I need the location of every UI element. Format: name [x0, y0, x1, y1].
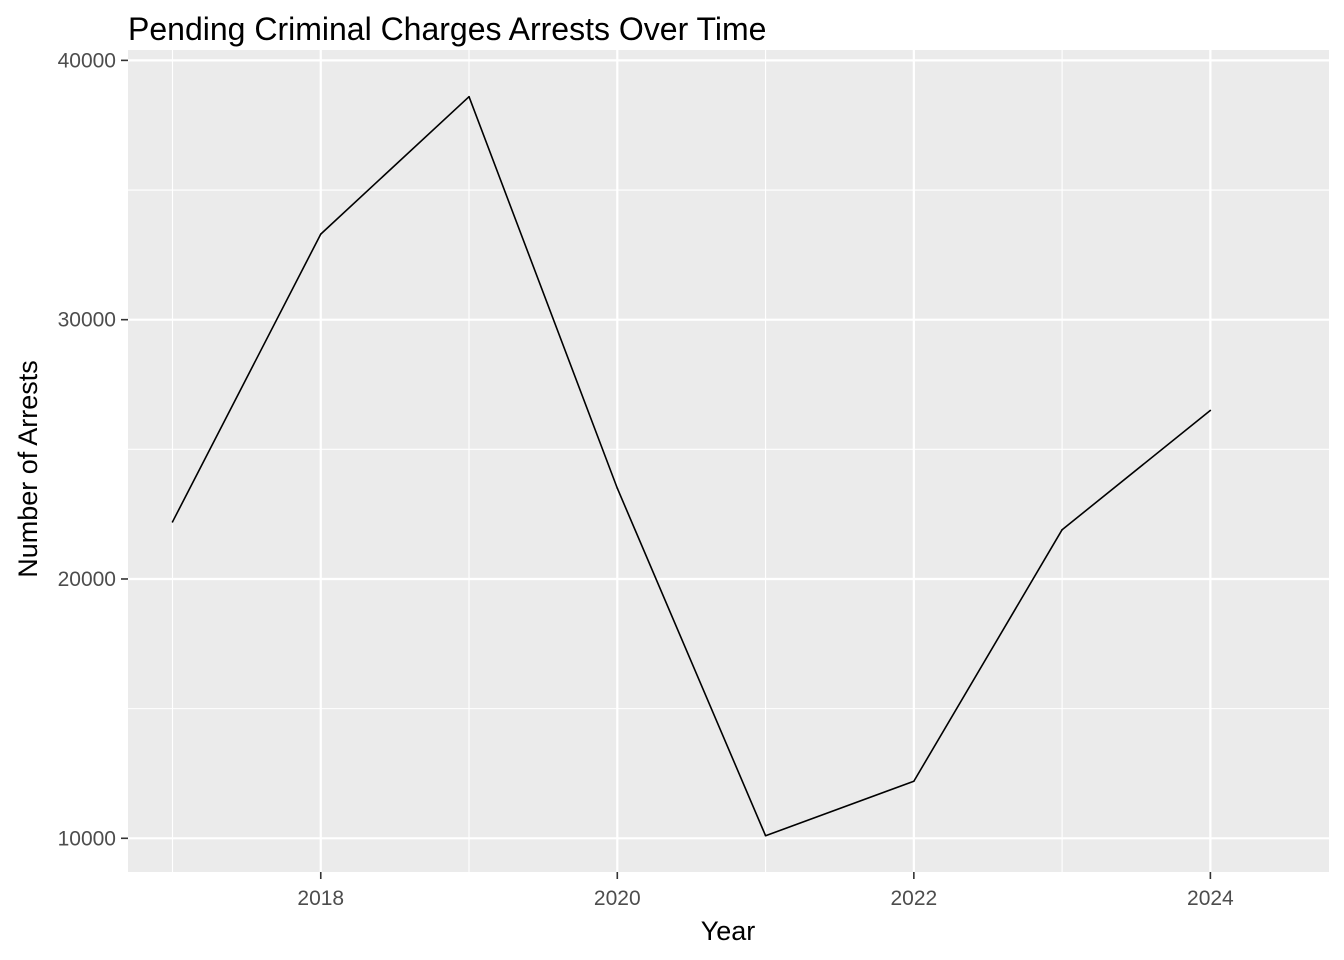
data-point [319, 233, 322, 235]
data-point [468, 95, 470, 98]
data-point [913, 780, 915, 783]
data-point [616, 487, 619, 490]
data-point [764, 834, 767, 837]
major-gridlines [128, 50, 1329, 872]
data-point [171, 521, 174, 523]
y-axis-title: Number of Arrests [13, 360, 43, 578]
data-point [1209, 409, 1212, 412]
series-line-1 [171, 95, 1211, 837]
chart-title: Pending Criminal Charges Arrests Over Ti… [128, 11, 766, 47]
y-tick-label: 40000 [58, 49, 116, 72]
x-tick-label: 2018 [297, 887, 344, 910]
y-tick-label: 20000 [58, 568, 116, 591]
x-axis-title: Year [701, 916, 756, 946]
y-tick-label: 30000 [58, 309, 116, 332]
series-layer [171, 95, 1212, 837]
data-point [1061, 528, 1063, 531]
x-tick-label: 2024 [1187, 887, 1234, 910]
minor-gridlines [128, 50, 1329, 872]
plot-panel [128, 50, 1329, 872]
y-axis: 10000 20000 30000 40000 [58, 49, 128, 850]
x-tick-label: 2020 [594, 887, 641, 910]
y-tick-label: 10000 [58, 827, 116, 850]
x-tick-label: 2022 [890, 887, 937, 910]
x-axis: 2018 2020 2022 2024 [297, 872, 1234, 910]
